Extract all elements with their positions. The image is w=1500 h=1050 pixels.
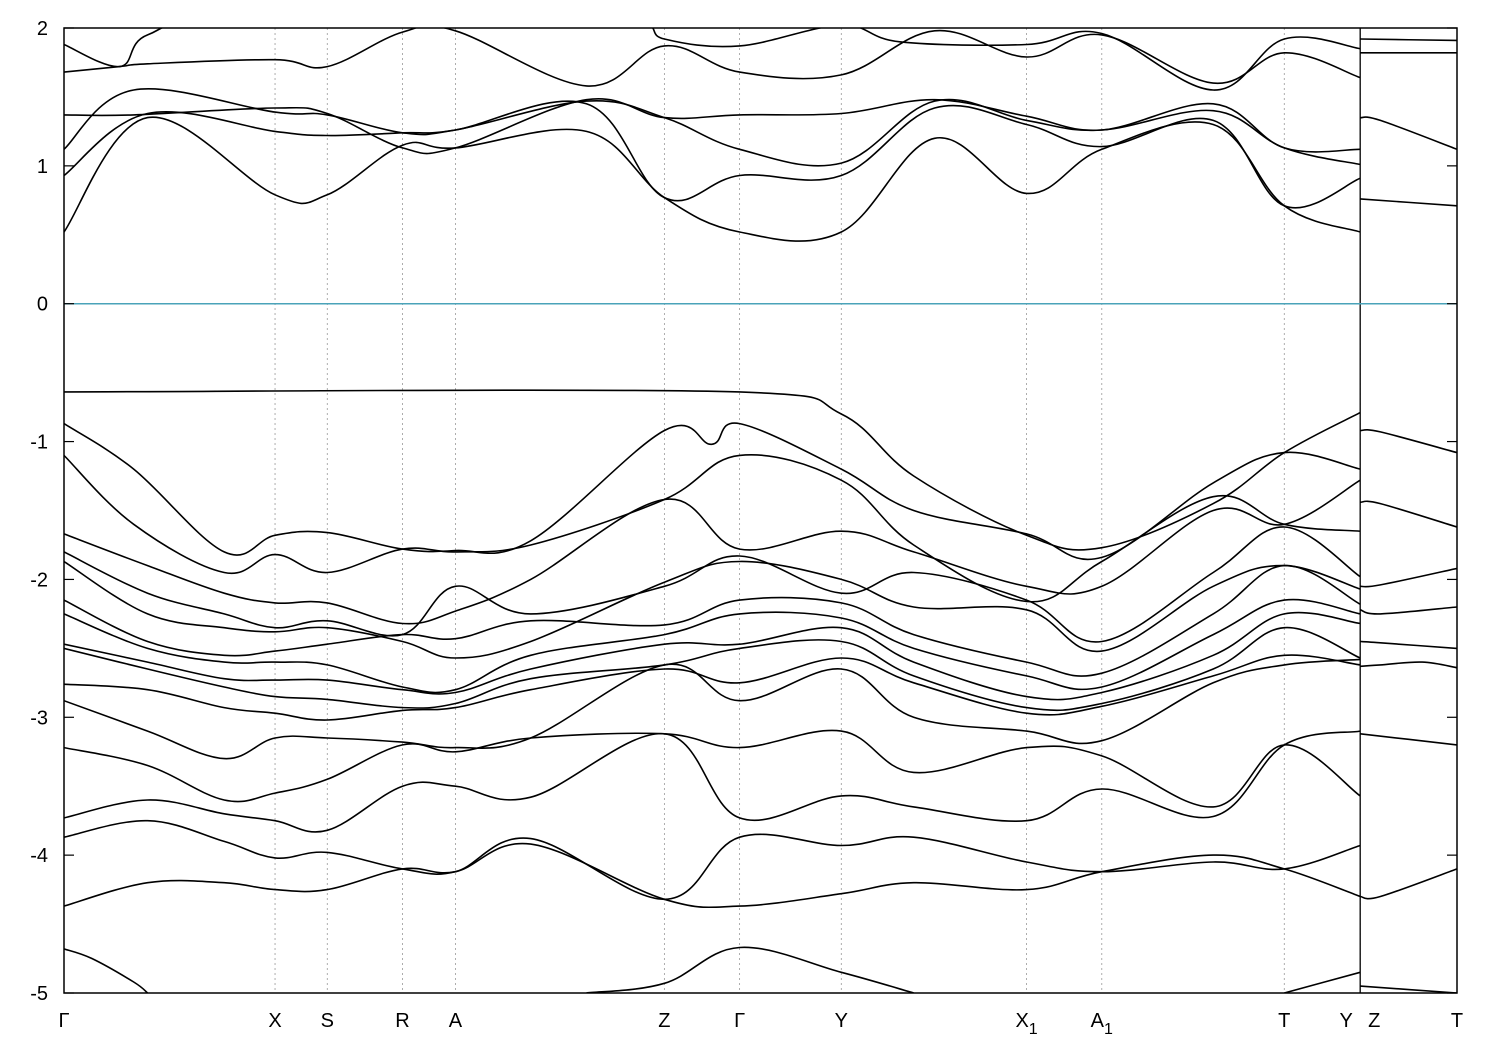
band-line-main-24 <box>1284 971 1361 993</box>
band-line-main-14 <box>64 611 1361 701</box>
band-line-tail-30 <box>1360 500 1457 528</box>
x-tick-label: Z <box>658 1010 670 1032</box>
band-line-tail-33 <box>1360 640 1457 650</box>
band-line-main-10 <box>64 526 1361 643</box>
band-line-main-9 <box>64 479 1361 625</box>
y-tick-label: -3 <box>30 707 48 729</box>
y-tick-label: -1 <box>30 432 48 454</box>
y-tick-label: -4 <box>30 845 48 867</box>
band-line-main-1 <box>64 100 1361 209</box>
band-line-main-15 <box>64 626 1361 712</box>
band-line-main-8 <box>64 454 1361 603</box>
band-line-tail-31 <box>1360 567 1457 588</box>
x-tick-label: X1 <box>1015 1010 1037 1038</box>
band-line-main-0 <box>64 116 1361 242</box>
band-line-main-23 <box>586 946 914 993</box>
y-tick-label: -2 <box>30 569 48 591</box>
x-tick-label: S <box>321 1010 334 1032</box>
plot-frame <box>63 27 1458 994</box>
band-line-tail-35 <box>1360 733 1457 746</box>
x-tick-label: T <box>1278 1010 1290 1032</box>
band-line-tail-32 <box>1359 606 1457 615</box>
band-line-main-12 <box>64 564 1361 677</box>
y-tick-label: 1 <box>37 156 48 178</box>
bands <box>64 28 1457 993</box>
band-line-tail-28 <box>1360 198 1457 207</box>
y-axis-ticks: 2 1 0 -1 -2 -3 -4 -5 <box>30 18 1457 1005</box>
band-line-main-13 <box>64 598 1361 694</box>
y-tick-label: -5 <box>30 983 48 1005</box>
x-tick-label: Y <box>1340 1010 1353 1032</box>
band-line-tail-34 <box>1360 661 1457 669</box>
x-tick-label: Z <box>1368 1010 1380 1032</box>
x-tick-label: Y <box>835 1010 848 1032</box>
band-line-main-20 <box>64 819 1361 901</box>
band-line-main-16 <box>64 654 1361 721</box>
band-line-main-22 <box>64 948 149 993</box>
x-axis-ticks: Γ X S R A Z Γ Y X1 A1 T Y Z T <box>58 1010 1463 1038</box>
x-tick-label: Γ <box>734 1010 745 1032</box>
band-line-main-3 <box>64 97 1361 155</box>
band-line-main-5 <box>64 28 1361 91</box>
band-line-tail-36 <box>1360 868 1457 900</box>
band-line-main-6 <box>64 389 1361 551</box>
band-line-main-17 <box>64 658 1361 760</box>
x-tick-label: T <box>1451 1010 1463 1032</box>
band-line-main-11 <box>64 560 1361 659</box>
grid-lines <box>274 28 1361 993</box>
x-tick-label: Γ <box>58 1010 69 1032</box>
band-line-tail-25 <box>1360 38 1457 42</box>
band-line-main-21 <box>64 842 1361 909</box>
band-line-main-7 <box>64 422 1361 561</box>
band-line-tail-29 <box>1360 429 1457 454</box>
x-tick-label: X <box>268 1010 281 1032</box>
x-tick-label: A1 <box>1091 1010 1113 1038</box>
x-tick-label: A <box>449 1010 463 1032</box>
x-tick-label: R <box>395 1010 409 1032</box>
band-line-tail-37 <box>1360 985 1457 993</box>
band-line-tail-27 <box>1360 116 1457 151</box>
y-tick-label: 2 <box>37 18 48 40</box>
y-tick-label: 0 <box>37 294 48 316</box>
band-line-main-2 <box>64 88 1361 167</box>
band-line-main-19 <box>64 730 1361 833</box>
band-line-main-4 <box>64 28 1361 87</box>
band-line-main-18 <box>64 729 1361 808</box>
